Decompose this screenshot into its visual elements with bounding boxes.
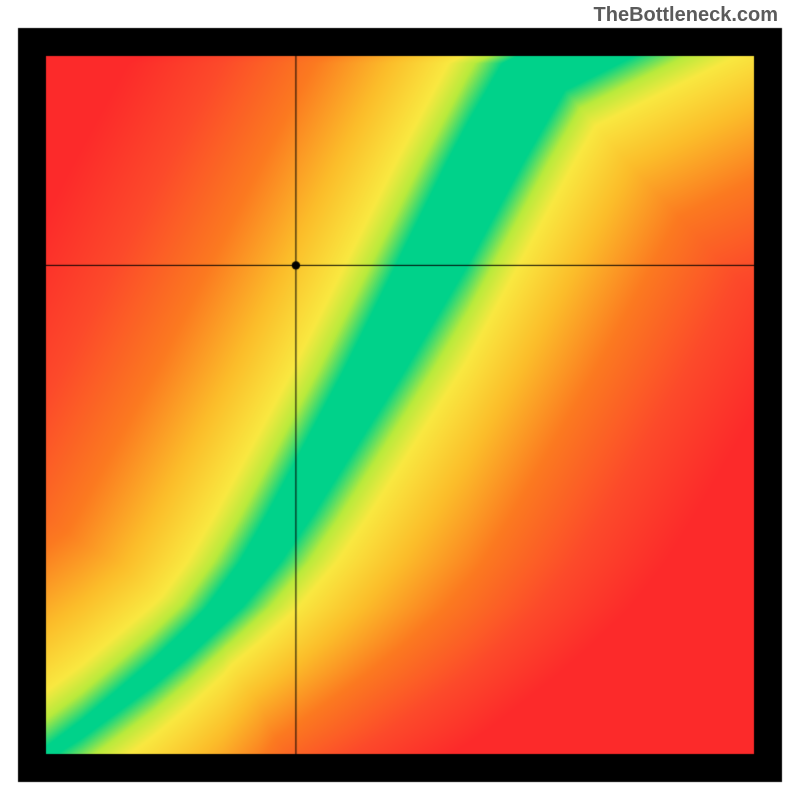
heatmap-canvas [0, 0, 800, 800]
watermark: TheBottleneck.com [594, 4, 778, 27]
